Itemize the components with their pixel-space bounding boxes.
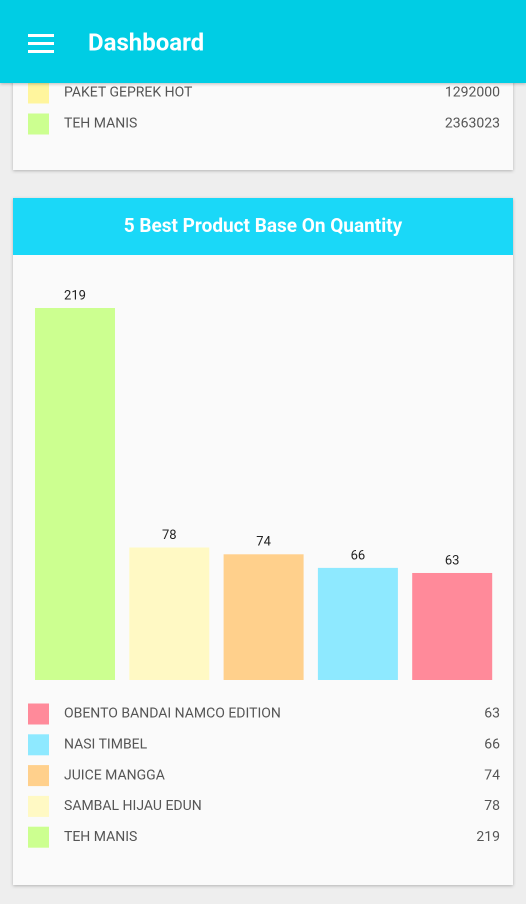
bar: [129, 547, 210, 680]
legend-swatch: [28, 734, 49, 756]
item-value: 1292000: [445, 85, 500, 101]
bar: [317, 567, 398, 680]
bar-value-label: 63: [445, 553, 460, 568]
legend-label: TEH MANIS: [64, 829, 137, 845]
bar: [412, 572, 493, 680]
item-label: TEH MANIS: [64, 116, 137, 132]
bar: [35, 308, 115, 680]
legend-value: 219: [476, 829, 500, 845]
bar-value-label: 74: [256, 535, 271, 550]
app-bar: [0, 0, 526, 83]
legend-label: NASI TIMBEL: [64, 737, 148, 753]
legend-swatch: [28, 703, 49, 725]
legend-value: 63: [484, 706, 500, 722]
legend-swatch: [28, 826, 49, 848]
legend-label: SAMBAL HIJAU EDUN: [64, 798, 202, 814]
item-value: 2363023: [445, 116, 500, 132]
legend-swatch: [28, 765, 49, 787]
chart-header: [13, 198, 513, 255]
legend-value: 78: [484, 798, 500, 814]
menu-button[interactable]: [28, 34, 54, 53]
bar: [223, 554, 304, 680]
legend-value: 66: [484, 737, 500, 753]
legend-value: 74: [484, 767, 500, 783]
legend-swatch: [28, 82, 49, 104]
item-label: PAKET GEPREK HOT: [64, 85, 193, 101]
chart-title: 5 Best Product Base On Quantity: [124, 214, 403, 237]
bar-value-label: 219: [64, 288, 86, 303]
app-title: Dashboard: [88, 28, 204, 56]
legend-label: JUICE MANGGA: [64, 767, 165, 783]
legend-label: OBENTO BANDAI NAMCO EDITION: [64, 706, 281, 722]
legend-swatch: [28, 795, 49, 817]
bar-value-label: 66: [351, 548, 366, 563]
legend-swatch: [28, 113, 49, 135]
bar-value-label: 78: [162, 528, 177, 543]
